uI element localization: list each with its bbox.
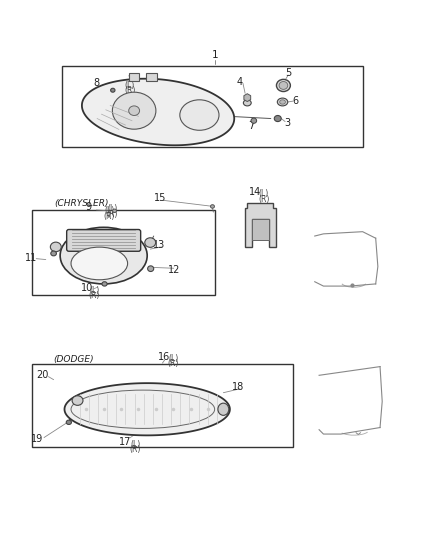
Text: (L): (L) <box>107 204 117 213</box>
Text: (L): (L) <box>125 80 135 90</box>
Ellipse shape <box>180 100 219 130</box>
Text: 20: 20 <box>36 370 49 381</box>
Text: 15: 15 <box>154 193 166 203</box>
Ellipse shape <box>50 242 61 252</box>
Text: (CHRYSLER): (CHRYSLER) <box>55 199 109 208</box>
Text: 16: 16 <box>158 352 170 361</box>
Bar <box>32 365 293 447</box>
Text: (R): (R) <box>258 195 269 204</box>
Polygon shape <box>82 79 234 146</box>
Ellipse shape <box>251 118 257 123</box>
Ellipse shape <box>276 79 290 92</box>
Text: (DODGE): (DODGE) <box>53 354 94 364</box>
Text: (L): (L) <box>259 189 269 198</box>
Ellipse shape <box>71 247 127 280</box>
Ellipse shape <box>113 209 117 213</box>
Text: 12: 12 <box>169 265 181 275</box>
Ellipse shape <box>279 82 288 90</box>
Polygon shape <box>245 204 276 247</box>
Text: 1: 1 <box>212 51 218 60</box>
Text: 3: 3 <box>284 118 290 128</box>
Ellipse shape <box>145 238 155 247</box>
Ellipse shape <box>51 251 57 256</box>
Text: 5: 5 <box>286 68 292 78</box>
Bar <box>252 219 269 240</box>
Text: (R): (R) <box>129 445 141 454</box>
Ellipse shape <box>102 282 107 286</box>
Text: 8: 8 <box>93 78 99 88</box>
FancyBboxPatch shape <box>146 73 157 80</box>
Ellipse shape <box>211 205 215 208</box>
Text: 10: 10 <box>81 283 93 293</box>
Text: (R): (R) <box>107 210 118 219</box>
Ellipse shape <box>60 228 147 284</box>
Text: 14: 14 <box>249 187 261 197</box>
Ellipse shape <box>274 116 281 122</box>
Text: 11: 11 <box>25 253 37 263</box>
Text: 19: 19 <box>32 434 44 445</box>
Ellipse shape <box>66 420 71 424</box>
Ellipse shape <box>244 100 251 106</box>
Ellipse shape <box>72 396 83 405</box>
FancyBboxPatch shape <box>67 230 141 251</box>
Ellipse shape <box>113 92 156 129</box>
Text: (R): (R) <box>88 291 100 300</box>
Text: (L): (L) <box>89 286 99 295</box>
Bar <box>32 210 215 295</box>
Ellipse shape <box>280 100 286 104</box>
Text: (L): (L) <box>168 354 178 364</box>
FancyBboxPatch shape <box>129 73 139 80</box>
Text: 4: 4 <box>237 77 243 86</box>
Text: 17: 17 <box>119 437 131 447</box>
Text: (L): (L) <box>130 440 140 449</box>
Ellipse shape <box>111 88 115 92</box>
Text: 13: 13 <box>153 240 166 250</box>
Ellipse shape <box>277 98 288 106</box>
Text: 9: 9 <box>85 202 92 212</box>
Text: 18: 18 <box>232 382 244 392</box>
Text: 6: 6 <box>292 96 298 106</box>
Text: 2: 2 <box>127 75 133 84</box>
Text: (R): (R) <box>104 212 115 221</box>
Text: 7: 7 <box>248 122 254 131</box>
Text: (R): (R) <box>124 86 135 95</box>
Bar <box>62 66 363 147</box>
Ellipse shape <box>148 266 154 271</box>
Ellipse shape <box>218 403 229 415</box>
Polygon shape <box>64 383 230 435</box>
Text: (L): (L) <box>104 206 114 215</box>
Ellipse shape <box>129 106 140 116</box>
Text: (R): (R) <box>168 359 179 368</box>
